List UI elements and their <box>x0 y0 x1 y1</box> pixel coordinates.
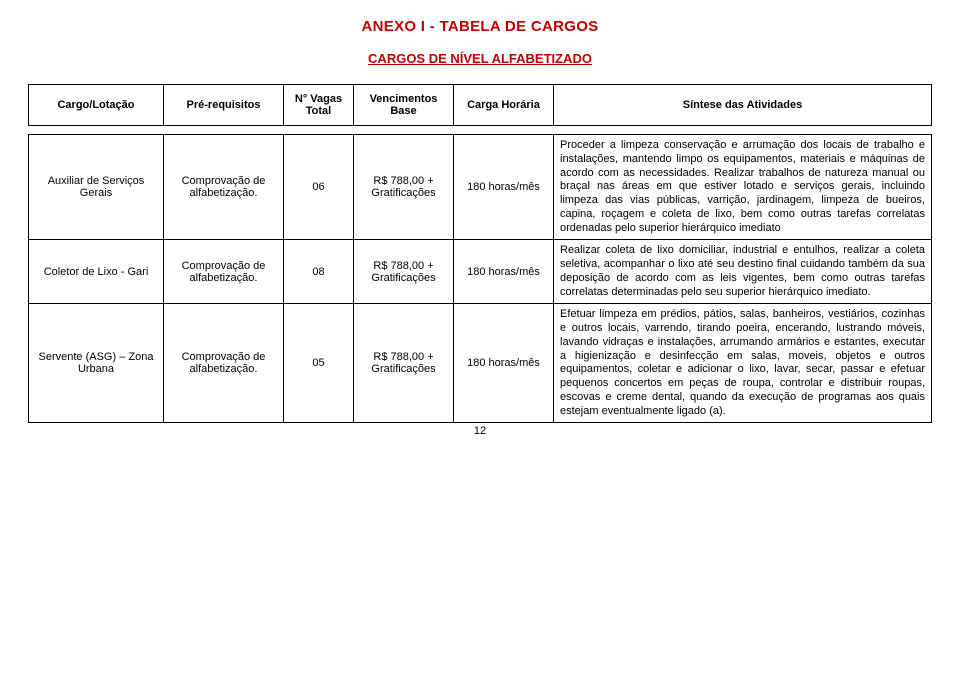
cell-cargo: Auxiliar de Serviços Gerais <box>29 135 164 240</box>
table-row: Servente (ASG) – Zona Urbana Comprovação… <box>29 304 932 423</box>
col-vagas: N° Vagas Total <box>284 85 354 126</box>
cell-carga: 180 horas/mês <box>454 304 554 423</box>
cell-vagas: 06 <box>284 135 354 240</box>
table-spacer <box>29 126 932 135</box>
cell-venc: R$ 788,00 + Gratificações <box>354 135 454 240</box>
table-header-row: Cargo/Lotação Pré-requisitos N° Vagas To… <box>29 85 932 126</box>
cargos-table: Cargo/Lotação Pré-requisitos N° Vagas To… <box>28 84 932 423</box>
table-row: Auxiliar de Serviços Gerais Comprovação … <box>29 135 932 240</box>
col-carga: Carga Horária <box>454 85 554 126</box>
cell-pre: Comprovação de alfabetização. <box>164 304 284 423</box>
cell-venc: R$ 788,00 + Gratificações <box>354 240 454 304</box>
cell-pre: Comprovação de alfabetização. <box>164 135 284 240</box>
cell-sintese: Efetuar limpeza em prédios, pátios, sala… <box>554 304 932 423</box>
table-row: Coletor de Lixo - Gari Comprovação de al… <box>29 240 932 304</box>
cell-cargo: Coletor de Lixo - Gari <box>29 240 164 304</box>
col-pre: Pré-requisitos <box>164 85 284 126</box>
cell-sintese: Proceder a limpeza conservação e arrumaç… <box>554 135 932 240</box>
cell-vagas: 08 <box>284 240 354 304</box>
page-number: 12 <box>28 425 932 437</box>
cell-vagas: 05 <box>284 304 354 423</box>
cell-carga: 180 horas/mês <box>454 135 554 240</box>
cell-carga: 180 horas/mês <box>454 240 554 304</box>
col-cargo: Cargo/Lotação <box>29 85 164 126</box>
page-subtitle: CARGOS DE NÍVEL ALFABETIZADO <box>28 51 932 66</box>
cell-pre: Comprovação de alfabetização. <box>164 240 284 304</box>
cell-sintese: Realizar coleta de lixo domiciliar, indu… <box>554 240 932 304</box>
page-title: ANEXO I - TABELA DE CARGOS <box>28 18 932 35</box>
col-venc: Vencimentos Base <box>354 85 454 126</box>
cell-cargo: Servente (ASG) – Zona Urbana <box>29 304 164 423</box>
col-sintese: Síntese das Atividades <box>554 85 932 126</box>
cell-venc: R$ 788,00 + Gratificações <box>354 304 454 423</box>
